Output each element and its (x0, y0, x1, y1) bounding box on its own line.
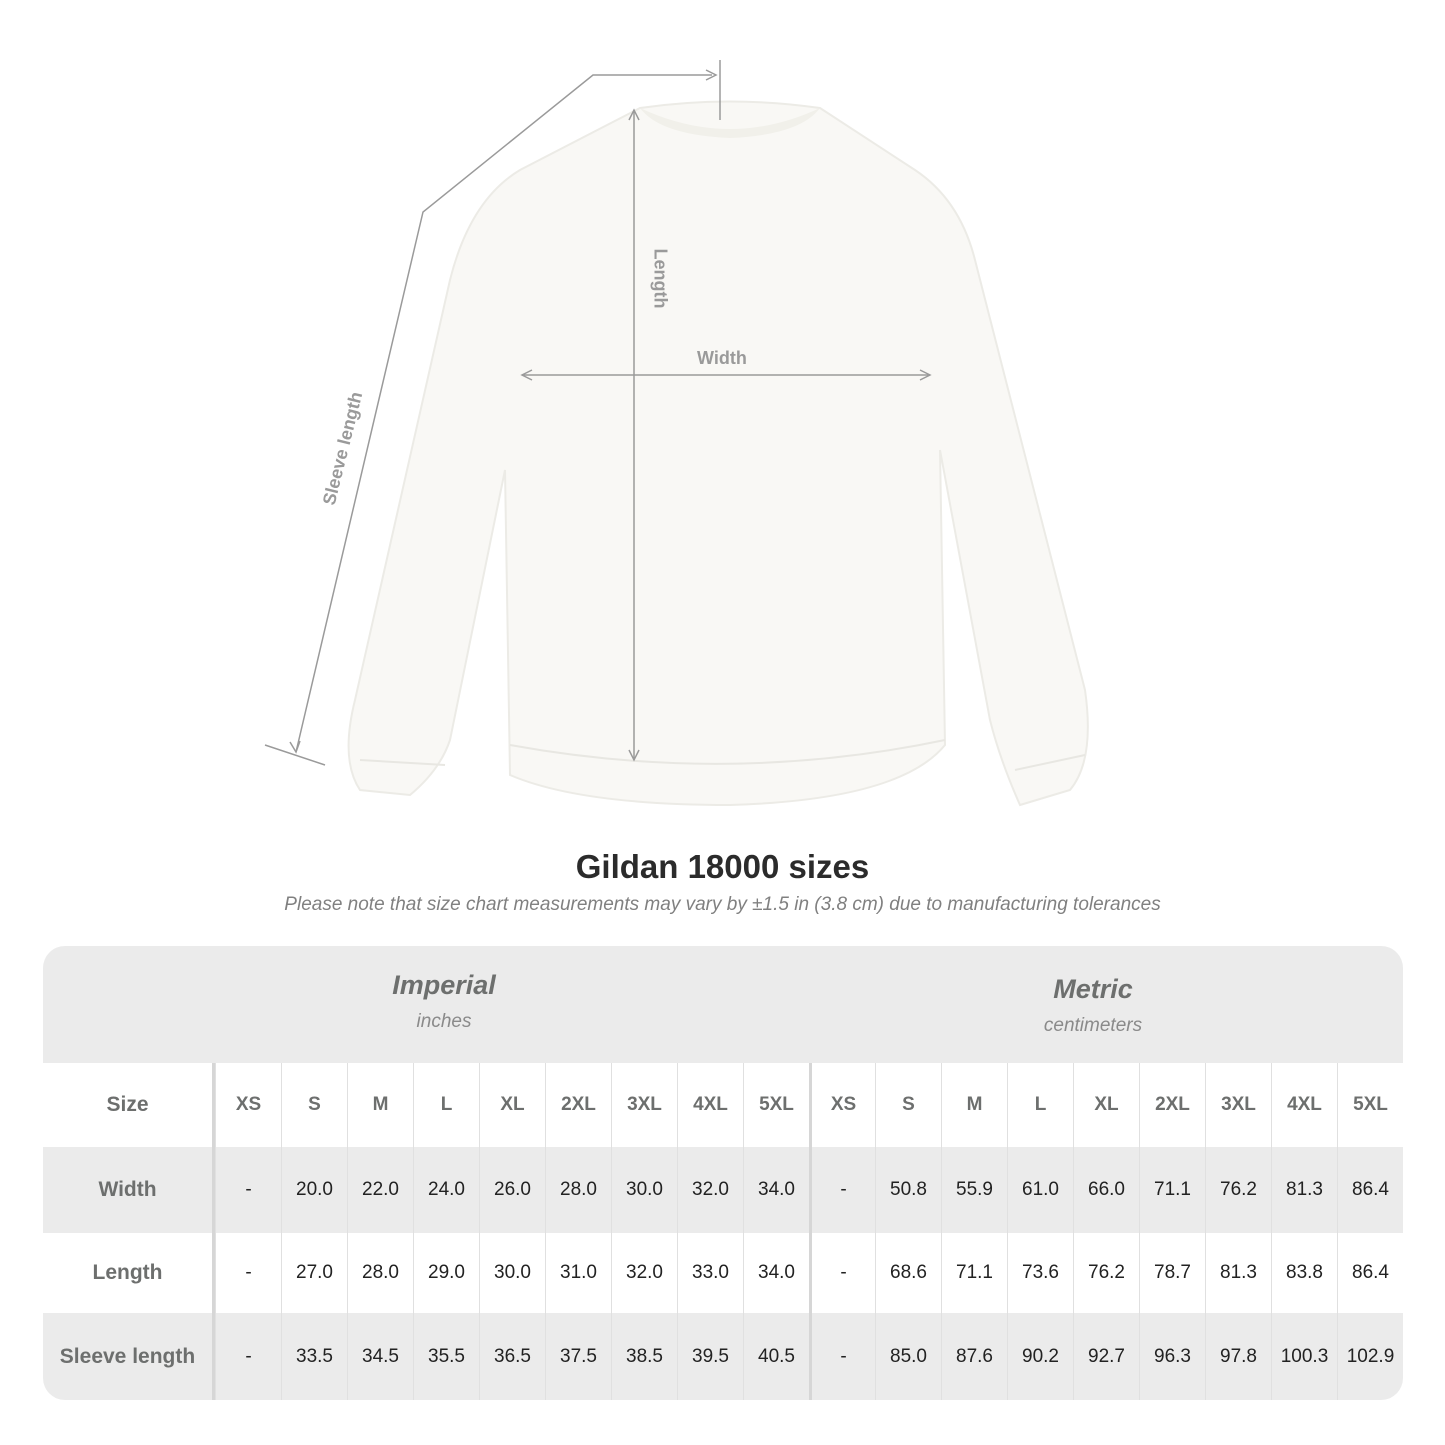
table-cell: 97.8 (1205, 1313, 1271, 1400)
table-cell: 33.0 (677, 1233, 743, 1313)
table-cell: 92.7 (1073, 1313, 1139, 1400)
size-header-cell: S (281, 1063, 347, 1147)
table-cell: 78.7 (1139, 1233, 1205, 1313)
size-table: Imperial inches Metric centimeters Size X… (43, 946, 1403, 1400)
size-header-cell: 5XL (743, 1063, 809, 1147)
size-header-cell: XS (809, 1063, 875, 1147)
table-cell: 22.0 (347, 1147, 413, 1233)
table-cell: 30.0 (479, 1233, 545, 1313)
table-row: Size XS S M L XL 2XL 3XL 4XL 5XL XS S M L XL 2XL 3XL 4XL 5… (43, 1063, 1403, 1147)
sweatshirt-illustration (264, 60, 1089, 807)
table-cell: 32.0 (611, 1233, 677, 1313)
row-label: Length (43, 1233, 215, 1313)
size-header-cell: 3XL (611, 1063, 677, 1147)
table-row: Sleeve length -33.5 34.5 35.5 36.5 37.5 38.5 39… (43, 1313, 1403, 1400)
table-cell: 86.4 (1337, 1147, 1403, 1233)
table-cell: 30.0 (611, 1147, 677, 1233)
metric-header: Metric centimeters (1043, 974, 1143, 1036)
table-cell: 20.0 (281, 1147, 347, 1233)
table-cell: 86.4 (1337, 1233, 1403, 1313)
table-cell: 71.1 (941, 1233, 1007, 1313)
table-cell: 28.0 (347, 1233, 413, 1313)
sweatshirt-image (347, 100, 1089, 807)
size-header-cell: 3XL (1205, 1063, 1271, 1147)
table-cell: 81.3 (1205, 1233, 1271, 1313)
size-header-cell: XS (215, 1063, 281, 1147)
table-cell: - (809, 1233, 875, 1313)
table-cell: 85.0 (875, 1313, 941, 1400)
size-header-cell: 2XL (1139, 1063, 1205, 1147)
page-title: Gildan 18000 sizes (575, 848, 870, 885)
table-cell: 68.6 (875, 1233, 941, 1313)
table-cell: 83.8 (1271, 1233, 1337, 1313)
table-cell: 81.3 (1271, 1147, 1337, 1233)
table-cell: 76.2 (1205, 1147, 1271, 1233)
table-cell: 76.2 (1073, 1233, 1139, 1313)
table-cell: 96.3 (1139, 1313, 1205, 1400)
table-cell: 24.0 (413, 1147, 479, 1233)
table-cell: 73.6 (1007, 1233, 1073, 1313)
table-header: Imperial inches Metric centimeters (43, 946, 1403, 1063)
table-cell: - (215, 1233, 281, 1313)
measurement-lines (264, 60, 932, 766)
size-header-cell: M (347, 1063, 413, 1147)
table-cell: 35.5 (413, 1313, 479, 1400)
table-cell: 40.5 (743, 1313, 809, 1400)
size-header-cell: XL (1073, 1063, 1139, 1147)
table-cell: 50.8 (875, 1147, 941, 1233)
row-label: Size (43, 1063, 215, 1147)
table-cell: - (809, 1313, 875, 1400)
size-header-cell: 4XL (1271, 1063, 1337, 1147)
table-cell: 26.0 (479, 1147, 545, 1233)
tolerance-note: Please note that size chart measurements… (284, 894, 1161, 915)
size-header-cell: XL (479, 1063, 545, 1147)
table-cell: 32.0 (677, 1147, 743, 1233)
length-label: Length (650, 248, 671, 309)
size-header-cell: L (1007, 1063, 1073, 1147)
table-cell: - (215, 1147, 281, 1233)
table-cell: 28.0 (545, 1147, 611, 1233)
table-cell: 39.5 (677, 1313, 743, 1400)
table-cell: 61.0 (1007, 1147, 1073, 1233)
size-header-cell: 4XL (677, 1063, 743, 1147)
row-label: Width (43, 1147, 215, 1233)
table-cell: 34.5 (347, 1313, 413, 1400)
table-cell: 55.9 (941, 1147, 1007, 1233)
size-header-cell: M (941, 1063, 1007, 1147)
table-cell: 29.0 (413, 1233, 479, 1313)
row-label: Sleeve length (43, 1313, 215, 1400)
table-cell: 27.0 (281, 1233, 347, 1313)
table-cell: 102.9 (1337, 1313, 1403, 1400)
size-header-cell: 5XL (1337, 1063, 1403, 1147)
table-cell: - (215, 1313, 281, 1400)
table-cell: 37.5 (545, 1313, 611, 1400)
table-cell: 34.0 (743, 1233, 809, 1313)
table-cell: 38.5 (611, 1313, 677, 1400)
table-cell: 71.1 (1139, 1147, 1205, 1233)
table-cell: 33.5 (281, 1313, 347, 1400)
imperial-header: Imperial inches (392, 970, 496, 1032)
width-label: Width (697, 348, 747, 368)
table-cell: 66.0 (1073, 1147, 1139, 1233)
table-cell: 87.6 (941, 1313, 1007, 1400)
table-cell: 31.0 (545, 1233, 611, 1313)
table-cell: 34.0 (743, 1147, 809, 1233)
table-row: Length -27.0 28.0 29.0 30.0 31.0 32.0 33.0 34.0-… (43, 1233, 1403, 1313)
table-cell: 100.3 (1271, 1313, 1337, 1400)
table-cell: - (809, 1147, 875, 1233)
table-cell: 36.5 (479, 1313, 545, 1400)
table-cell: 90.2 (1007, 1313, 1073, 1400)
size-header-cell: L (413, 1063, 479, 1147)
size-header-cell: 2XL (545, 1063, 611, 1147)
size-header-cell: S (875, 1063, 941, 1147)
table-row: Width -20.0 22.0 24.0 26.0 28.0 30.0 32.0 34.0-5… (43, 1147, 1403, 1233)
